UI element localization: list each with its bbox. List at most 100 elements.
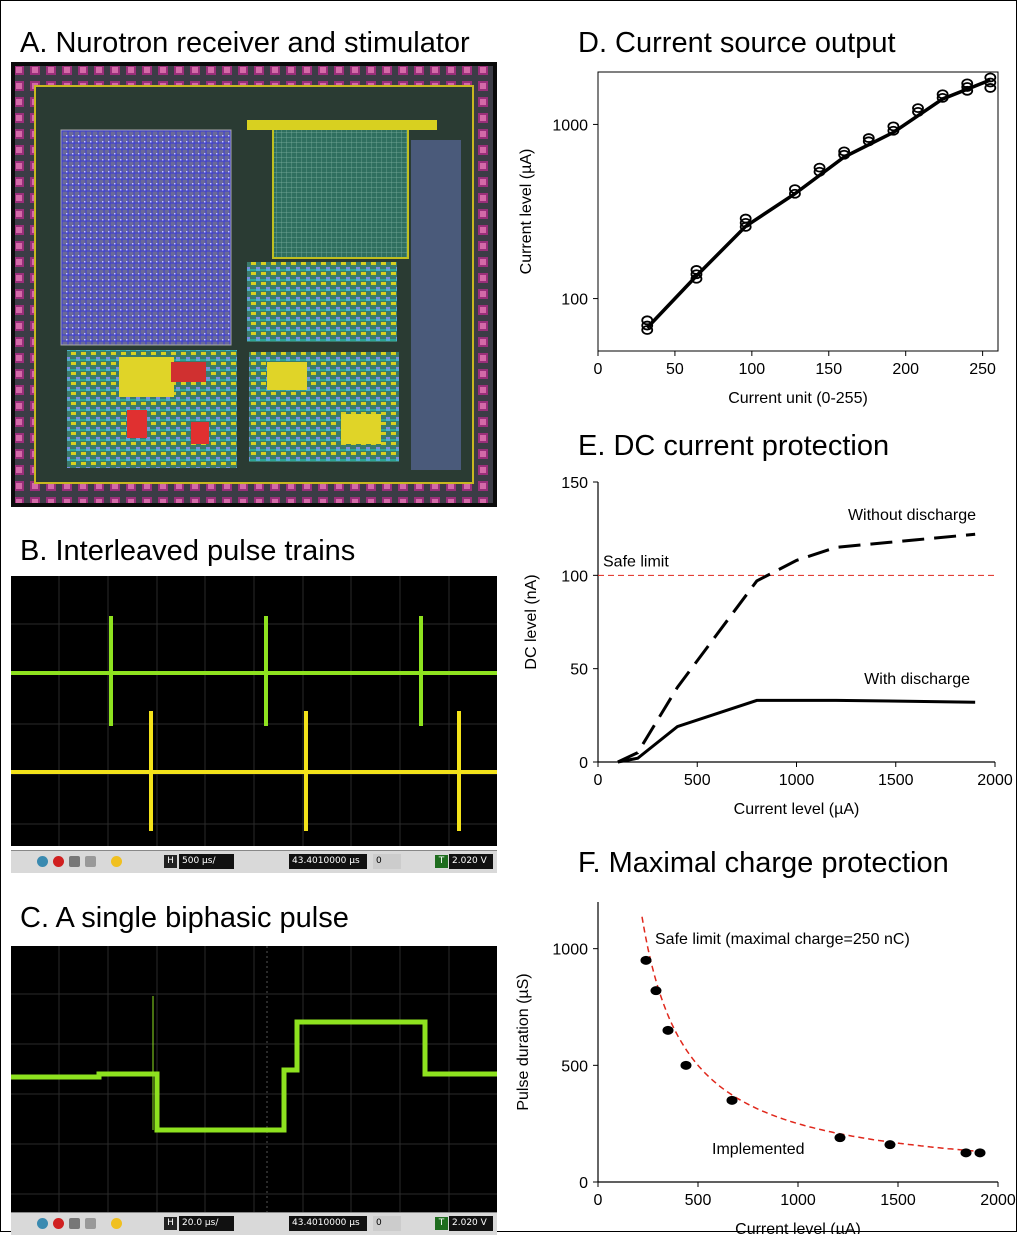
x-tick-label: 2000 — [980, 1192, 1016, 1209]
chart-maximal-charge-protection: 0 500 1000 1500 2000 0 500 1000 Current level (µ… — [515, 902, 1016, 1234]
x-tick-label: 50 — [666, 361, 684, 378]
print-icon[interactable] — [85, 1218, 96, 1229]
x-tick-label: 1000 — [780, 1192, 816, 1209]
x-tick-label: 0 — [594, 361, 603, 378]
x-tick-label: 150 — [815, 361, 842, 378]
data-point — [640, 955, 652, 965]
timebase-h-label: H — [164, 855, 177, 868]
data-point — [862, 133, 875, 143]
brightness-icon[interactable] — [111, 856, 122, 867]
x-axis-label: Current unit (0-255) — [728, 390, 868, 407]
scope-interleaved-pulses — [11, 576, 497, 846]
y-axis-label: Current level (µA) — [518, 149, 535, 275]
legend-with-discharge: With discharge — [864, 671, 970, 688]
data-point — [984, 83, 997, 93]
series-with-discharge — [617, 698, 976, 764]
record-icon[interactable] — [53, 856, 64, 867]
data-point — [739, 217, 752, 228]
y-tick-label: 0 — [579, 1175, 588, 1192]
y-tick-label: 0 — [579, 755, 588, 772]
y-axis-label: DC level (nA) — [523, 574, 540, 669]
timebase-readout[interactable]: 20.0 µs/ — [179, 1216, 234, 1231]
position-stepper[interactable]: 0 — [373, 854, 401, 869]
x-tick-label: 0 — [594, 772, 603, 789]
data-point — [984, 72, 997, 83]
chip-layout-image — [11, 62, 497, 507]
data-point — [789, 188, 801, 199]
data-point — [974, 1148, 986, 1158]
plot-frame — [597, 71, 999, 352]
panel-c-title: C. A single biphasic pulse — [20, 902, 349, 934]
y-tick-label: 1000 — [552, 942, 588, 959]
data-point — [641, 320, 654, 331]
x-tick-label: 100 — [738, 361, 765, 378]
x-tick-label: 500 — [684, 772, 711, 789]
x-axis-label: Current level (µA) — [734, 801, 860, 818]
data-point — [834, 1133, 846, 1143]
y-tick-label: 100 — [561, 568, 588, 585]
print-icon[interactable] — [85, 856, 96, 867]
panel-b-title: B. Interleaved pulse trains — [20, 535, 356, 567]
y-tick-label: 150 — [561, 475, 588, 492]
data-point — [650, 986, 662, 996]
camera-icon[interactable] — [69, 856, 80, 867]
x-tick-label: 200 — [892, 361, 919, 378]
y-tick-label: 100 — [561, 292, 588, 309]
series-label-implemented: Implemented — [712, 1141, 805, 1158]
trigger-level-readout[interactable]: 2.020 V — [449, 854, 493, 869]
data-point — [739, 213, 752, 224]
x-tick-label: 0 — [594, 1192, 603, 1209]
data-point — [961, 82, 974, 92]
data-point — [690, 269, 703, 280]
data-point — [813, 166, 826, 177]
x-tick-label: 2000 — [977, 772, 1013, 789]
panel-f-title: F. Maximal charge protection — [578, 847, 949, 879]
data-point — [862, 136, 875, 147]
data-point — [813, 162, 826, 173]
chart-dc-current-protection: 0 500 1000 1500 2000 0 50 100 150 Current level (… — [523, 475, 1013, 818]
data-point — [726, 1095, 738, 1105]
scope-b-toolbar: H 500 µs/ 43.4010000 µs 0 T 2.020 V — [11, 850, 497, 873]
series-without-discharge — [617, 532, 976, 764]
data-point — [960, 1148, 972, 1158]
safe-limit-curve — [641, 916, 979, 1153]
trigger-t-label: T — [435, 1217, 448, 1230]
scope-biphasic-pulse — [11, 946, 497, 1216]
data-point — [662, 1025, 674, 1035]
x-axis-label: Current level (µA) — [735, 1221, 861, 1234]
x-tick-label: 250 — [969, 361, 996, 378]
data-point — [838, 149, 851, 160]
camera-icon[interactable] — [69, 1218, 80, 1229]
panel-d-title: D. Current source output — [578, 27, 896, 59]
scope-c-toolbar: H 20.0 µs/ 43.4010000 µs 0 T 2.020 V — [11, 1212, 497, 1235]
data-point — [838, 146, 851, 157]
trace-biphasic — [11, 1019, 497, 1133]
x-tick-label: 500 — [685, 1192, 712, 1209]
safe-limit-label: Safe limit — [603, 553, 669, 570]
data-point — [680, 1060, 692, 1070]
trace-green-channel — [11, 616, 497, 726]
panel-e-title: E. DC current protection — [578, 430, 890, 462]
legend-without-discharge: Without discharge — [848, 507, 976, 524]
safe-limit-label: Safe limit (maximal charge=250 nC) — [655, 931, 910, 948]
channel-1-icon[interactable] — [37, 856, 48, 867]
trigger-time-readout[interactable]: 43.4010000 µs — [289, 1216, 367, 1231]
position-stepper[interactable]: 0 — [373, 1216, 401, 1231]
y-axis-label: Pulse duration (µS) — [515, 973, 532, 1110]
series-line — [645, 78, 991, 329]
x-tick-label: 1500 — [878, 772, 914, 789]
data-point — [884, 1140, 896, 1150]
record-icon[interactable] — [53, 1218, 64, 1229]
data-point — [641, 315, 654, 326]
trigger-time-readout[interactable]: 43.4010000 µs — [289, 854, 367, 869]
data-point — [936, 89, 949, 100]
x-tick-label: 1500 — [880, 1192, 916, 1209]
brightness-icon[interactable] — [111, 1218, 122, 1229]
timebase-h-label: H — [164, 1217, 177, 1230]
channel-1-icon[interactable] — [37, 1218, 48, 1229]
timebase-readout[interactable]: 500 µs/ — [179, 854, 234, 869]
trigger-level-readout[interactable]: 2.020 V — [449, 1216, 493, 1231]
y-tick-label: 500 — [561, 1058, 588, 1075]
trigger-t-label: T — [435, 855, 448, 868]
